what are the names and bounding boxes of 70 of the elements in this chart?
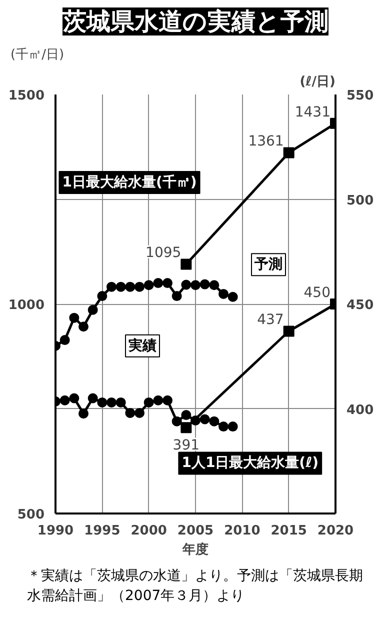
- y2-tick-label: 450: [346, 298, 374, 313]
- annotation: 1人1日最大給水量(ℓ): [182, 455, 319, 472]
- annotation: 予測: [254, 256, 282, 273]
- chart-title: 茨城県水道の実績と予測: [62, 8, 328, 36]
- point: [106, 397, 116, 408]
- point: [180, 258, 192, 270]
- annotation: 1日最大給水量(千㎥): [62, 173, 197, 190]
- x-tick-label: 2020: [317, 524, 354, 538]
- point: [190, 280, 200, 290]
- data-label: 1095: [146, 245, 182, 262]
- point: [78, 322, 88, 332]
- point: [97, 291, 108, 302]
- point: [60, 335, 70, 346]
- point: [180, 422, 192, 434]
- point: [125, 408, 136, 418]
- x-axis-title: 年度: [182, 542, 208, 558]
- point: [134, 282, 144, 292]
- point: [116, 282, 126, 292]
- annotation: 実績: [128, 336, 156, 354]
- point: [78, 408, 88, 419]
- point: [153, 395, 164, 406]
- point: [144, 397, 154, 408]
- y-axis-title: (千㎥/日): [10, 48, 64, 62]
- point: [209, 280, 220, 290]
- point: [172, 291, 182, 302]
- text: ＊実績は「茨城県の水道」より。予測は「茨城県長期水需給計画」（2007年３月）より: [27, 567, 364, 606]
- point: [144, 280, 154, 290]
- point: [228, 292, 238, 302]
- y2-tick-label: 550: [346, 88, 374, 104]
- x-tick-label: 2015: [270, 524, 307, 538]
- point: [218, 422, 228, 432]
- point: [162, 278, 172, 288]
- x-tick-label: 2000: [130, 524, 167, 538]
- data-label: 1361: [248, 134, 284, 150]
- y-tick-label: 1000: [8, 298, 45, 313]
- point: [69, 312, 80, 323]
- y2-tick-label: 500: [346, 193, 374, 208]
- point: [134, 408, 144, 418]
- point: [106, 282, 116, 292]
- point: [228, 422, 238, 432]
- point: [181, 280, 192, 290]
- y-tick-label: 1500: [8, 88, 45, 104]
- point: [283, 147, 294, 158]
- point: [200, 279, 210, 290]
- point: [153, 278, 164, 288]
- point: [60, 395, 70, 406]
- y2-axis-title: (ℓ/日): [300, 74, 336, 90]
- point: [209, 416, 220, 426]
- point: [283, 326, 294, 337]
- point: [181, 410, 192, 420]
- x-tick-label: 1995: [84, 524, 120, 538]
- point: [218, 288, 228, 299]
- point: [116, 397, 126, 408]
- point: [162, 395, 172, 406]
- data-label: 391: [172, 438, 200, 454]
- point: [88, 304, 98, 315]
- point: [69, 393, 80, 404]
- y-tick-label: 500: [17, 508, 45, 522]
- data-label: 1431: [294, 104, 331, 120]
- point: [97, 397, 108, 408]
- point: [200, 414, 210, 424]
- point: [172, 416, 182, 426]
- data-label: 437: [257, 312, 284, 328]
- point: [88, 393, 98, 404]
- x-tick-label: 2010: [224, 524, 260, 538]
- data-label: 450: [304, 285, 331, 301]
- x-tick-label: 1990: [37, 524, 74, 538]
- y2-tick-label: 400: [346, 402, 374, 418]
- x-tick-label: 2005: [177, 524, 214, 538]
- point: [125, 282, 136, 292]
